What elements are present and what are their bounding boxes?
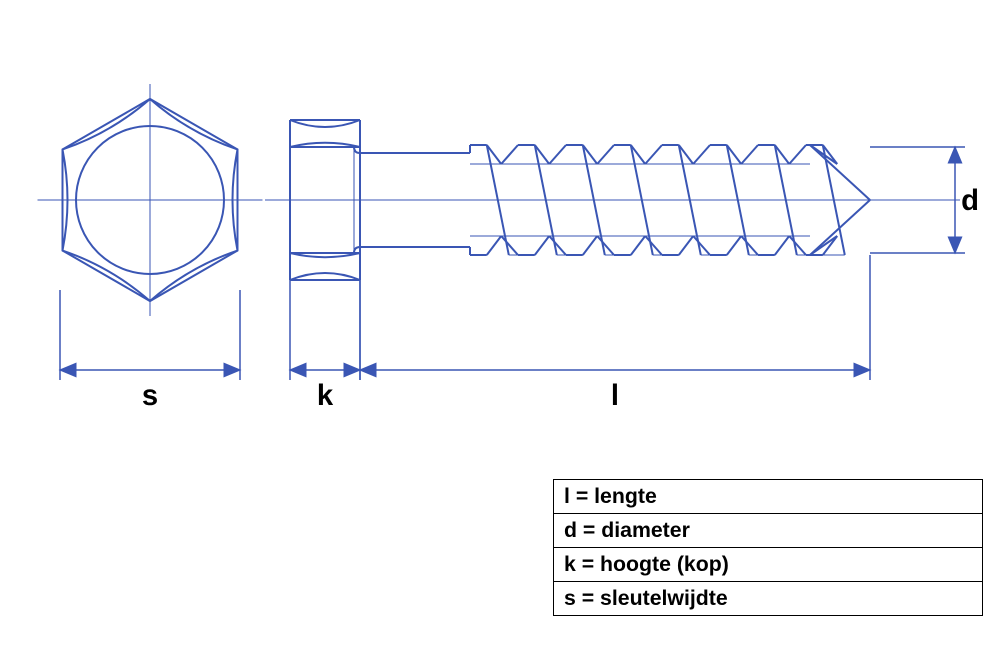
dimension-label-d: d (940, 185, 1000, 218)
legend-row: d = diameter (554, 514, 983, 548)
legend-row: s = sleutelwijdte (554, 582, 983, 616)
legend-row: k = hoogte (kop) (554, 548, 983, 582)
dimension-label-l: l (585, 380, 645, 413)
legend-row: l = lengte (554, 480, 983, 514)
dimension-label-k: k (295, 380, 355, 413)
dimension-label-s: s (120, 380, 180, 413)
legend-table: l = lengted = diameterk = hoogte (kop)s … (553, 479, 983, 616)
